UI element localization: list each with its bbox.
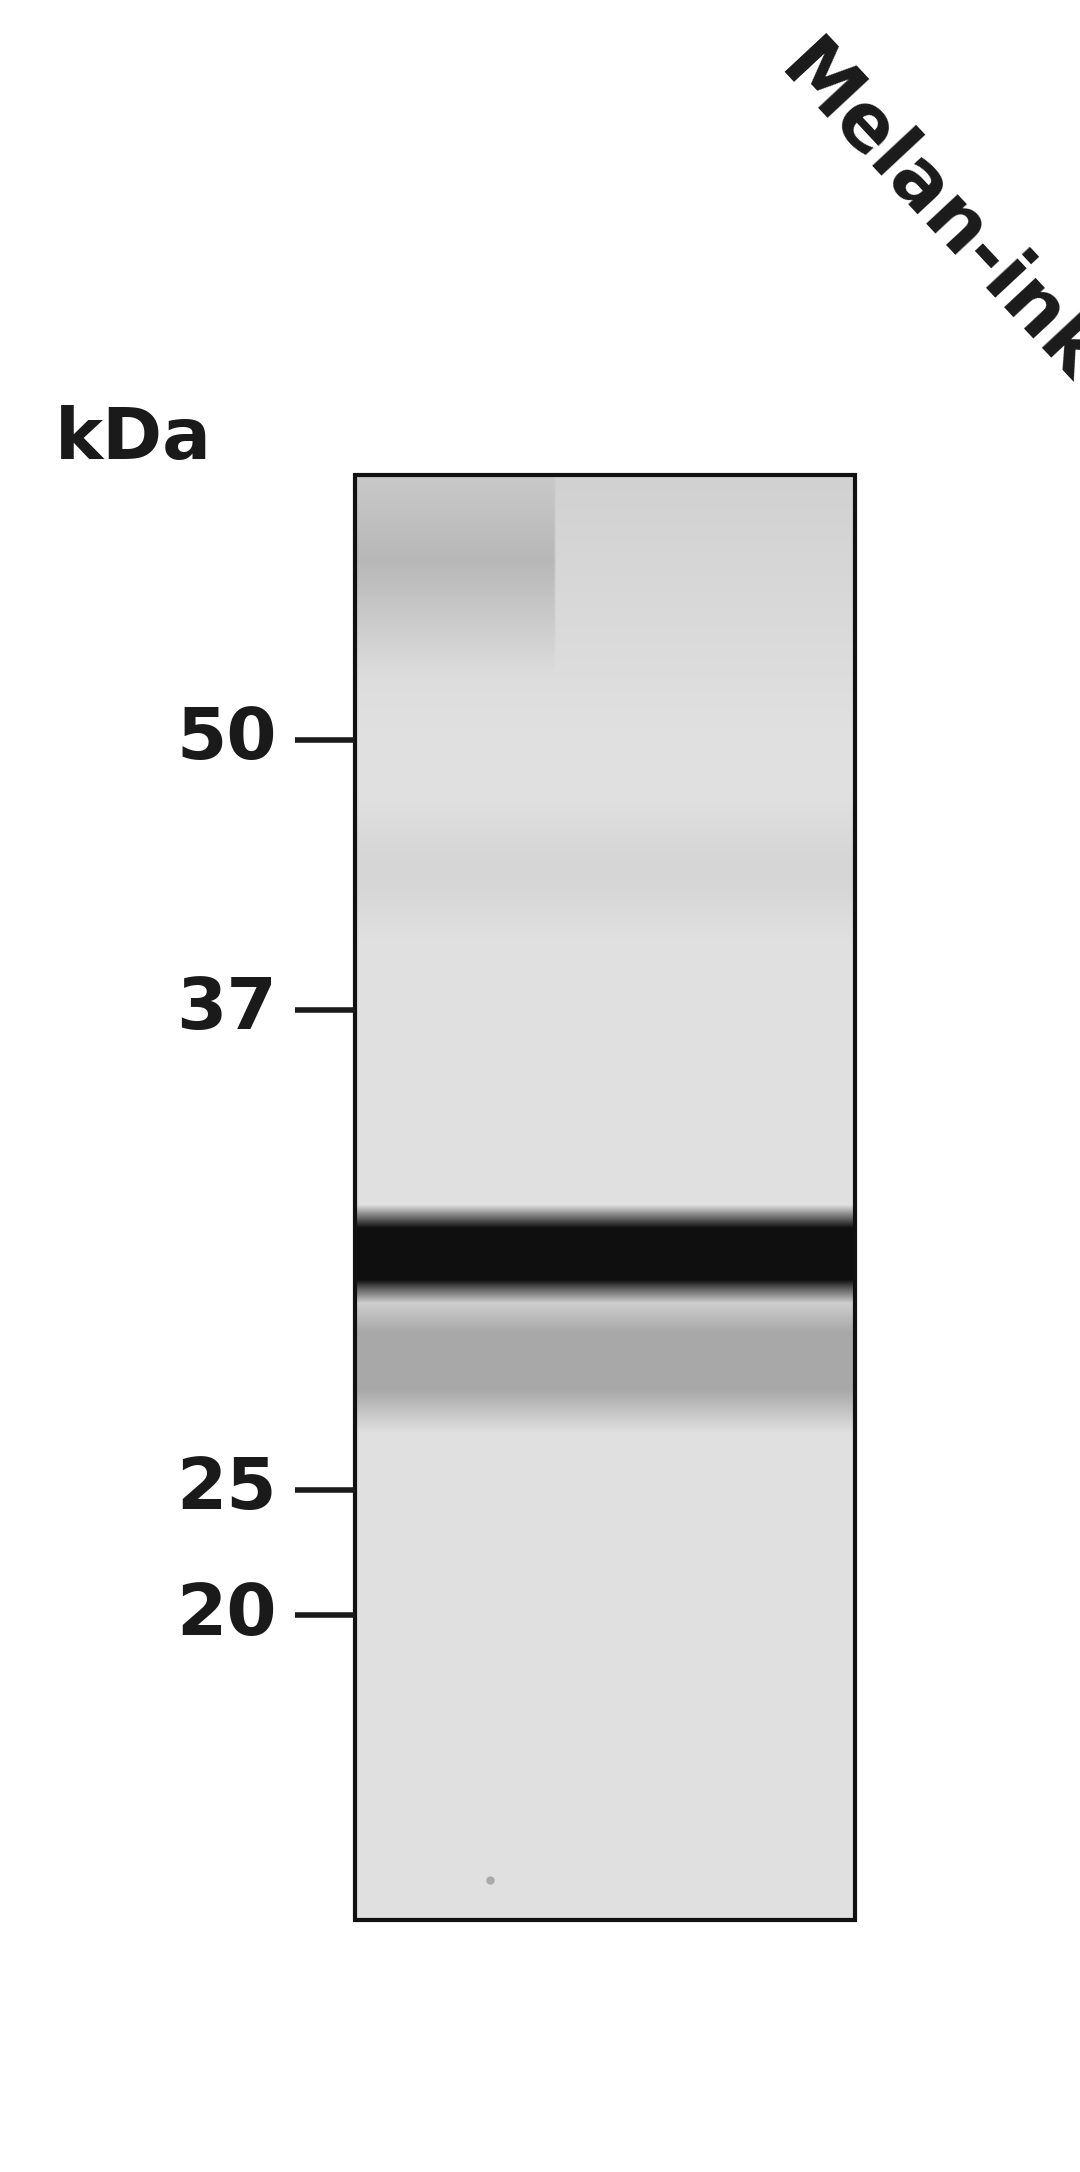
Text: kDa: kDa bbox=[55, 406, 212, 473]
Text: 37: 37 bbox=[176, 975, 276, 1045]
Text: 50: 50 bbox=[176, 706, 276, 775]
Text: 20: 20 bbox=[176, 1581, 276, 1649]
Bar bbox=[355, 476, 855, 1920]
Text: Melan-ink: Melan-ink bbox=[765, 30, 1080, 397]
Text: 25: 25 bbox=[176, 1455, 276, 1525]
